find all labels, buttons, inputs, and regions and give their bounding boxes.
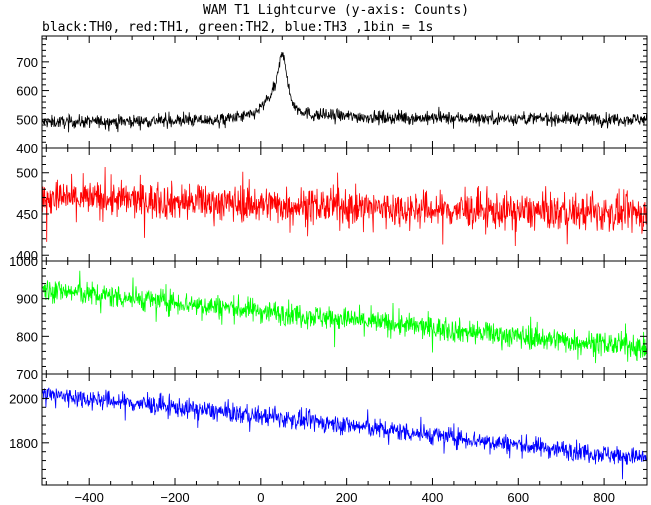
x-axis: −400 −200 0 200 400 600 800	[75, 490, 615, 505]
panel-th3: 1800 2000	[9, 373, 648, 486]
panel-frame	[41, 373, 648, 486]
y-tick-label: 450	[16, 207, 38, 222]
chart-subtitle: black:TH0, red:TH1, green:TH2, blue:TH3 …	[42, 20, 433, 35]
y-tick-label: 2000	[9, 391, 38, 406]
x-tick-label: 600	[507, 490, 529, 505]
y-tick-label: 600	[16, 84, 38, 99]
y-tick-label: 500	[16, 112, 38, 127]
chart-title: WAM T1 Lightcurve (y-axis: Counts)	[203, 3, 469, 18]
series-line-th0	[42, 52, 647, 133]
y-tick-label: 900	[16, 292, 38, 307]
x-tick-label: 200	[336, 490, 358, 505]
panel-th0: 400 500 600 700	[16, 35, 648, 156]
series-line-th1	[42, 166, 647, 247]
x-tick-label: 400	[422, 490, 444, 505]
y-tick-label: 800	[16, 329, 38, 344]
y-tick-label: 1000	[9, 254, 38, 269]
panel-frame	[41, 147, 648, 262]
y-tick-label: 1800	[9, 436, 38, 451]
y-tick-label: 400	[16, 141, 38, 156]
x-tick-label: −400	[75, 490, 104, 505]
y-tick-label: 500	[16, 166, 38, 181]
y-tick-label: 400	[16, 248, 38, 263]
panel-th1: 400 450 500	[16, 147, 648, 263]
panel-th2: 700 800 900 1000	[9, 254, 648, 382]
x-tick-label: 0	[257, 490, 264, 505]
series-line-th2	[42, 270, 647, 364]
series-line-th3	[42, 386, 647, 480]
x-tick-label: 800	[593, 490, 615, 505]
panel-frame	[41, 35, 648, 149]
x-tick-label: −200	[160, 490, 189, 505]
plot-area: 400 500 600 700 400 450 500 700 800 900 1000 1800 20…	[9, 35, 648, 505]
y-tick-label: 700	[16, 55, 38, 70]
y-tick-label: 700	[16, 367, 38, 382]
